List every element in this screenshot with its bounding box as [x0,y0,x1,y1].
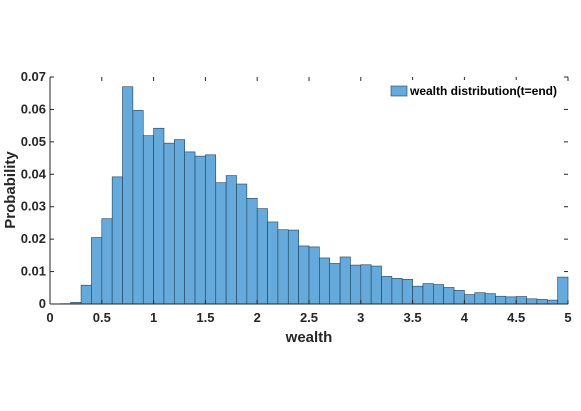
y-tick-label: 0.07 [21,69,46,84]
x-ticks: 0 0.5 1 1.5 2 2.5 3 3.5 4 4.5 5 [46,77,572,325]
histogram-bar [132,110,144,305]
histogram-bar [163,142,175,305]
histogram-bar [225,175,237,305]
histogram-bar [91,237,103,305]
legend: wealth distribution(t=end) [387,80,565,102]
histogram-bar [391,278,403,305]
histogram-bar [267,221,279,305]
legend-entry: wealth distribution(t=end) [409,84,557,98]
histogram-bar [142,135,154,305]
x-tick-label: 0 [46,310,53,325]
histogram-bar [329,263,341,305]
histogram-bar [546,299,558,305]
histogram-bar [536,299,548,305]
histogram-bar [401,279,413,305]
y-tick-label: 0.01 [21,264,46,279]
histogram-bar [422,283,434,305]
histogram-bar [505,296,517,305]
histogram-bar [236,183,248,305]
histogram-bar [298,245,310,305]
histogram-bar [381,276,393,305]
histogram-bars [60,86,569,305]
y-tick-label: 0 [39,296,46,311]
legend-box [387,80,565,102]
histogram-bar [277,229,289,305]
histogram-bar [453,290,465,305]
x-tick-label: 2.5 [300,310,318,325]
histogram-bar [474,292,486,305]
histogram-bar [350,264,362,305]
histogram-bar [153,127,165,305]
histogram-bar [495,295,507,305]
histogram-bar [433,284,444,305]
x-tick-label: 1 [150,310,157,325]
histogram-bar [308,246,320,305]
histogram-bar [464,294,476,305]
histogram-bar [287,229,299,305]
histogram-bar [360,264,372,305]
histogram-bar [111,176,123,305]
x-axis-label: wealth [285,329,333,346]
legend-swatch [390,85,408,97]
y-tick-label: 0.04 [21,166,47,181]
histogram-bar [80,284,92,305]
y-axis-label: Probability [2,151,19,229]
histogram-bar [174,139,185,305]
histogram-bar [515,296,527,305]
histogram-bar [246,197,258,305]
histogram-bar [215,182,227,305]
histogram-bar [194,155,206,305]
histogram-bar [412,285,424,305]
y-tick-label: 0.06 [21,101,46,116]
histogram-bar [557,276,569,305]
histogram-bar [526,298,538,305]
x-tick-label: 1.5 [196,310,214,325]
histogram-bar [319,257,331,305]
histogram-bar [101,218,113,305]
x-tick-label: 0.5 [93,310,111,325]
x-tick-label: 4.5 [507,310,525,325]
y-tick-label: 0.03 [21,199,46,214]
histogram-bar [256,208,268,305]
y-tick-label: 0.02 [21,231,46,246]
histogram-bar [484,293,496,305]
histogram-bar [443,287,455,305]
x-tick-label: 2 [254,310,261,325]
histogram-bar [205,154,217,305]
histogram-bar [122,86,134,305]
x-tick-label: 5 [564,310,571,325]
y-tick-label: 0.05 [21,134,46,149]
x-tick-label: 3 [357,310,364,325]
y-ticks: 0 0.01 0.02 0.03 0.04 0.05 0.06 0.07 [21,69,568,311]
x-tick-label: 4 [461,310,469,325]
histogram-bar [184,151,196,305]
x-tick-label: 3.5 [404,310,422,325]
histogram-bar [370,265,382,305]
histogram-bar [339,256,351,305]
